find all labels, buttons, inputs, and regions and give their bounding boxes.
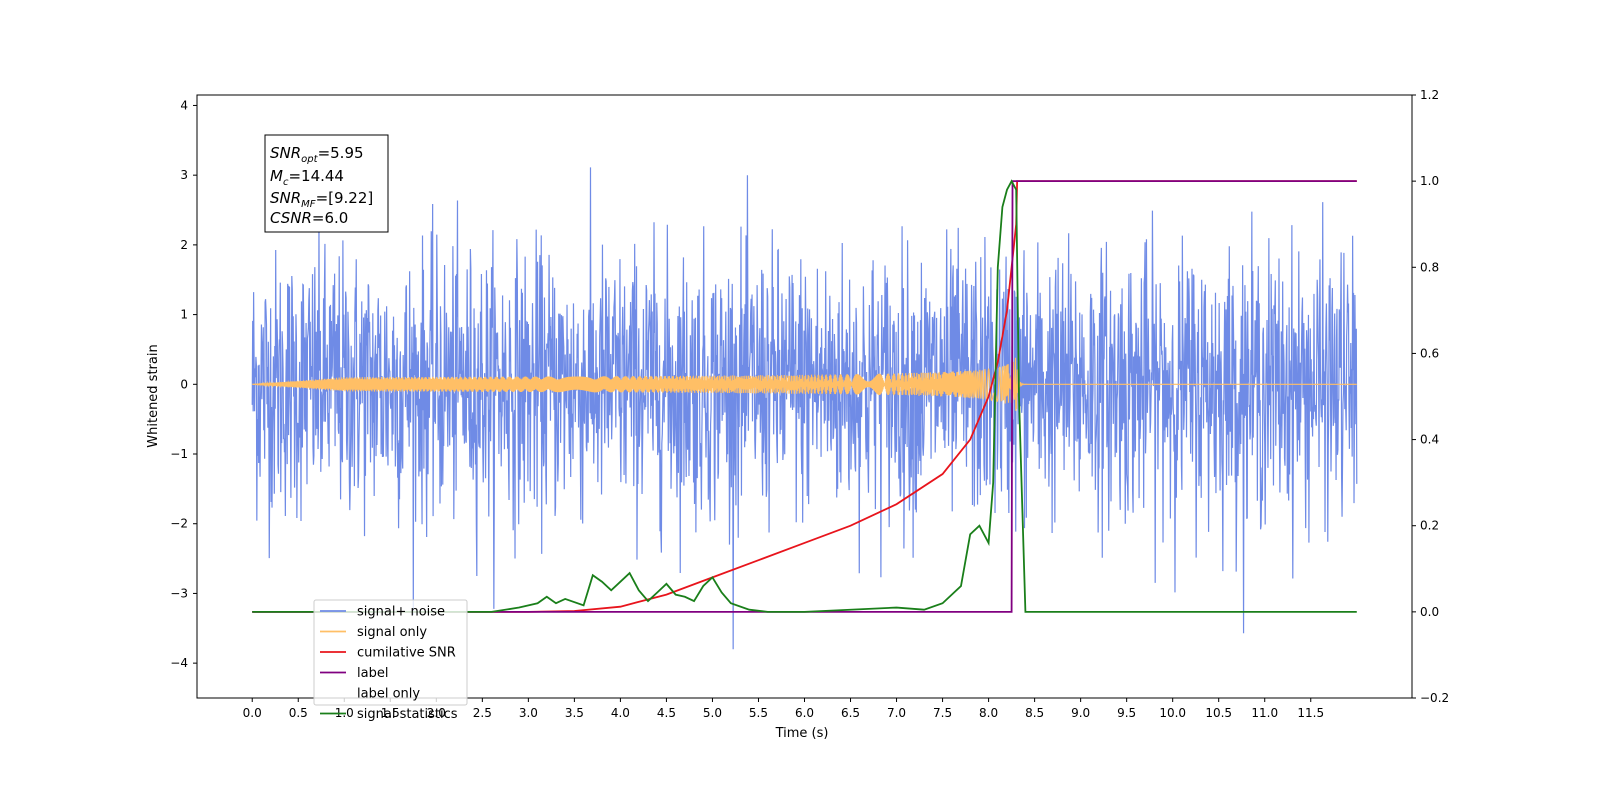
- x-tick-label: 0.5: [289, 706, 308, 720]
- x-tick-label: 10.5: [1205, 706, 1232, 720]
- x-tick-label: 9.5: [1117, 706, 1136, 720]
- x-tick-label: 2.5: [473, 706, 492, 720]
- y-tick-label: −4: [170, 656, 188, 670]
- x-tick-label: 4.5: [657, 706, 676, 720]
- y-tick-label: 1: [180, 308, 188, 322]
- y2-tick-label: 0.0: [1420, 605, 1439, 619]
- legend-label: signal+ noise: [357, 605, 445, 620]
- x-tick-label: 1.5: [381, 706, 400, 720]
- x-tick-label: 5.0: [703, 706, 722, 720]
- y2-tick-label: 1.0: [1420, 174, 1439, 188]
- series-signal-statistics: [252, 179, 1357, 613]
- y-tick-label: 3: [180, 168, 188, 182]
- x-tick-label: 11.0: [1251, 706, 1278, 720]
- y-tick-label: −1: [170, 447, 188, 461]
- x-axis: 0.0 0.5 1.0 1.5 2.0 2.5 3.0 3.5 4.0 4.5 5.0 5.5 6.0 6…: [243, 698, 1324, 720]
- y-tick-label: −2: [170, 517, 188, 531]
- y-axis-label: Whitened strain: [146, 344, 161, 447]
- y2-tick-label: 0.4: [1420, 433, 1439, 447]
- x-tick-label: 6.0: [795, 706, 814, 720]
- y2-tick-label: −0.2: [1420, 691, 1449, 705]
- x-tick-label: 6.5: [841, 706, 860, 720]
- legend-label: label only: [357, 687, 420, 702]
- x-tick-label: 9.0: [1071, 706, 1090, 720]
- annotation-snr-opt: SNRopt=5.95: [270, 144, 364, 165]
- annotation-snr-mf: SNRMF=[9.22]: [270, 189, 373, 210]
- legend-label: label: [357, 666, 388, 681]
- legend-label: signal only: [357, 625, 427, 640]
- y-tick-label: 2: [180, 238, 188, 252]
- y-axis-right: 1.2 1.0 0.8 0.6 0.4 0.2 0.0 −0.2: [1412, 88, 1449, 705]
- x-tick-label: 5.5: [749, 706, 768, 720]
- y-tick-label: 4: [180, 98, 188, 112]
- x-tick-label: 4.0: [611, 706, 630, 720]
- x-tick-label: 8.0: [979, 706, 998, 720]
- x-tick-label: 7.5: [933, 706, 952, 720]
- y2-tick-label: 1.2: [1420, 88, 1439, 102]
- data-layer: [251, 167, 1358, 650]
- y-axis-left: 4 3 2 1 0 −1 −2 −3 −4: [170, 98, 197, 670]
- annotation-box: SNRopt=5.95 Mc=14.44 SNRMF=[9.22] CSNR=6…: [264, 134, 389, 233]
- x-tick-label: 2.0: [427, 706, 446, 720]
- x-tick-label: 10.0: [1159, 706, 1186, 720]
- x-tick-label: 0.0: [243, 706, 262, 720]
- series-signal-only: [252, 357, 1357, 411]
- annotation-chirp-mass: Mc=14.44: [270, 167, 344, 188]
- y-tick-label: 0: [180, 377, 188, 391]
- x-tick-label: 8.5: [1025, 706, 1044, 720]
- x-tick-label: 3.5: [565, 706, 584, 720]
- x-axis-label: Time (s): [775, 726, 829, 741]
- y2-tick-label: 0.2: [1420, 519, 1439, 533]
- x-tick-label: 11.5: [1297, 706, 1324, 720]
- y-tick-label: −3: [170, 586, 188, 600]
- y2-tick-label: 0.6: [1420, 346, 1439, 360]
- x-tick-label: 3.0: [519, 706, 538, 720]
- y2-tick-label: 0.8: [1420, 260, 1439, 274]
- legend-label: cumilative SNR: [357, 646, 456, 661]
- annotation-csnr: CSNR=6.0: [270, 209, 348, 227]
- legend: signal+ noise signal only cumilative SNR la…: [313, 599, 468, 722]
- legend-label: signal statistics: [357, 707, 458, 722]
- x-tick-label: 7.0: [887, 706, 906, 720]
